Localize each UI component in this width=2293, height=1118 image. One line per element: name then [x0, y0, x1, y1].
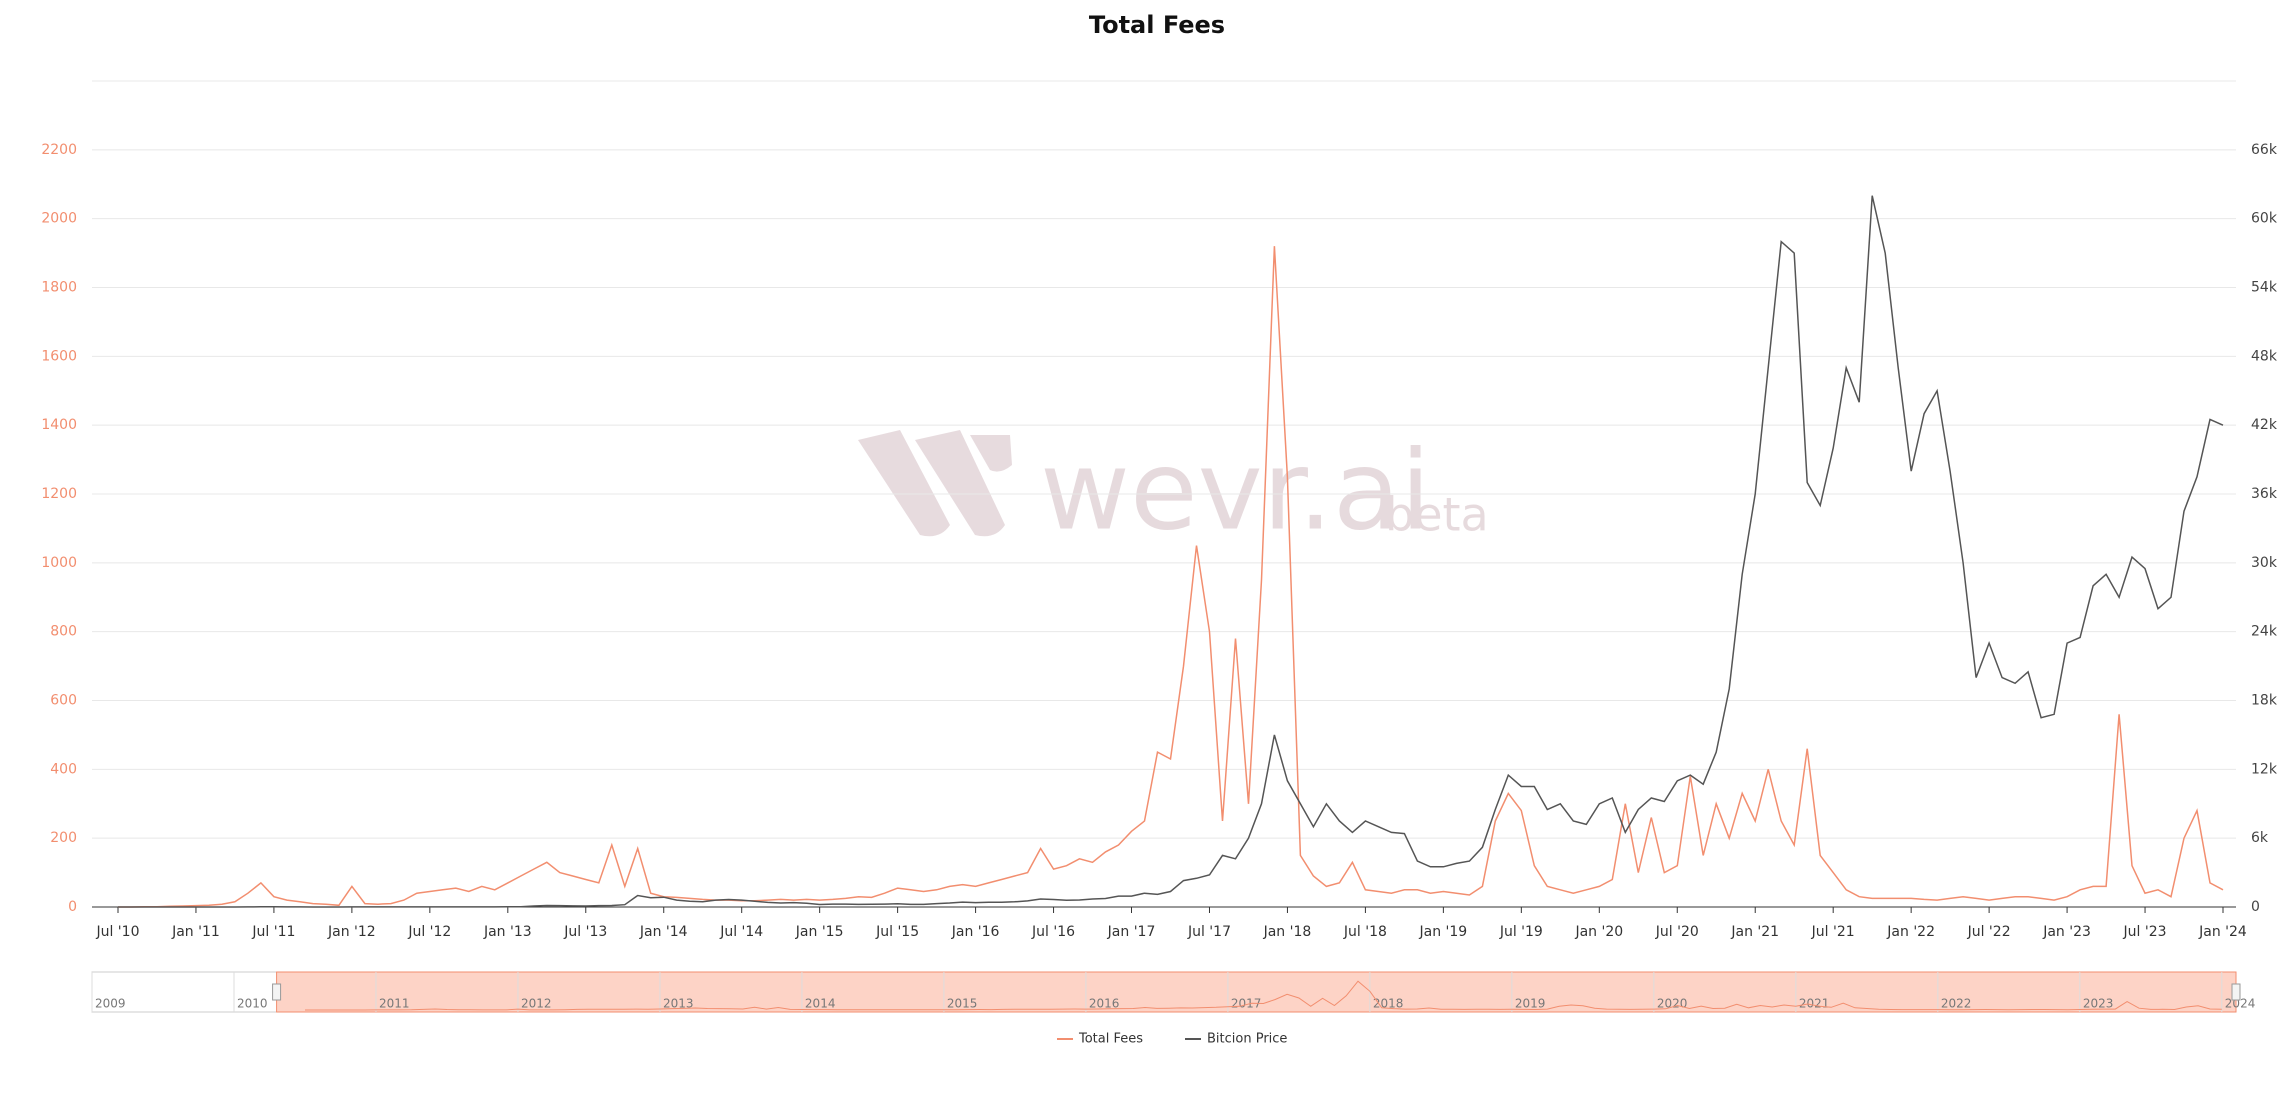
- x-tick-label: Jul '15: [875, 924, 919, 940]
- x-tick-label: Jul '22: [1967, 924, 2011, 940]
- navigator-label: 2019: [1515, 997, 1546, 1011]
- navigator-handle[interactable]: [272, 983, 282, 1001]
- x-tick-label: Jan '23: [2042, 924, 2091, 940]
- x-tick-label: Jan '14: [639, 924, 688, 940]
- x-tick-label: Jan '12: [327, 924, 376, 940]
- x-tick-label: Jul '18: [1343, 924, 1387, 940]
- navigator-label: 2010: [237, 997, 268, 1011]
- x-tick-label: Jan '24: [2198, 924, 2247, 940]
- x-tick-label: Jan '21: [1730, 924, 1779, 940]
- x-tick-label: Jul '14: [719, 924, 763, 940]
- y-tick-label: 1800: [41, 280, 77, 296]
- x-tick-label: Jul '21: [1811, 924, 1855, 940]
- navigator-label: 2013: [663, 997, 694, 1011]
- y-tick-label: 2000: [41, 211, 77, 227]
- chart-title: Total Fees: [1089, 11, 1225, 39]
- x-tick-label: Jan '16: [951, 924, 1000, 940]
- navigator-label: 2023: [2083, 997, 2114, 1011]
- watermark-text: wevr.ai: [1040, 426, 1431, 554]
- navigator-handle[interactable]: [2231, 983, 2241, 1001]
- navigator-label: 2021: [1799, 997, 1830, 1011]
- navigator-label: 2022: [1941, 997, 1972, 1011]
- y-tick-label: 800: [50, 624, 77, 640]
- y-tick-label: 200: [50, 830, 77, 846]
- y2-tick-label: 48k: [2251, 348, 2278, 364]
- y2-tick-label: 30k: [2251, 555, 2278, 571]
- watermark-suffix: beta: [1385, 488, 1489, 542]
- navigator-label: 2016: [1089, 997, 1120, 1011]
- y2-tick-label: 42k: [2251, 417, 2278, 433]
- navigator-label: 2017: [1231, 997, 1262, 1011]
- y-tick-label: 0: [68, 899, 77, 915]
- legend-item[interactable]: Bitcion Price: [1185, 1032, 1287, 1047]
- y2-tick-label: 66k: [2251, 142, 2278, 158]
- navigator-line: [305, 980, 2222, 1011]
- y-tick-label: 1200: [41, 486, 77, 502]
- x-tick-label: Jan '17: [1107, 924, 1156, 940]
- x-tick-label: Jan '18: [1263, 924, 1312, 940]
- navigator-label: 2015: [947, 997, 978, 1011]
- x-tick-label: Jan '15: [795, 924, 844, 940]
- x-tick-label: Jan '19: [1419, 924, 1468, 940]
- legend-label: Total Fees: [1078, 1032, 1143, 1047]
- y2-tick-label: 60k: [2251, 211, 2278, 227]
- y2-tick-label: 36k: [2251, 486, 2278, 502]
- x-tick-label: Jul '20: [1655, 924, 1699, 940]
- y-tick-label: 400: [50, 761, 77, 777]
- x-tick-label: Jul '23: [2123, 924, 2167, 940]
- navigator-label: 2009: [95, 997, 126, 1011]
- x-tick-label: Jul '10: [95, 924, 139, 940]
- x-tick-label: Jul '19: [1499, 924, 1543, 940]
- series-line: [118, 195, 2224, 908]
- x-tick-label: Jul '11: [251, 924, 295, 940]
- y-tick-label: 1000: [41, 555, 77, 571]
- x-tick-label: Jan '11: [171, 924, 220, 940]
- navigator-label: 2012: [521, 997, 552, 1011]
- y2-tick-label: 0: [2251, 899, 2260, 915]
- y2-tick-label: 6k: [2251, 830, 2269, 846]
- x-tick-label: Jan '22: [1886, 924, 1935, 940]
- y2-tick-label: 24k: [2251, 624, 2278, 640]
- watermark-logo: [858, 430, 1012, 537]
- y2-tick-label: 12k: [2251, 761, 2278, 777]
- x-tick-label: Jul '12: [407, 924, 451, 940]
- series-line: [118, 246, 2224, 908]
- y-tick-label: 600: [50, 693, 77, 709]
- x-tick-label: Jan '20: [1574, 924, 1623, 940]
- navigator-label: 2011: [379, 997, 410, 1011]
- x-tick-label: Jul '16: [1031, 924, 1075, 940]
- x-tick-label: Jul '17: [1187, 924, 1231, 940]
- x-tick-label: Jul '13: [563, 924, 607, 940]
- navigator-label: 2020: [1657, 997, 1688, 1011]
- legend-item[interactable]: Total Fees: [1057, 1032, 1143, 1047]
- y2-tick-label: 54k: [2251, 280, 2278, 296]
- y-tick-label: 1400: [41, 417, 77, 433]
- navigator-label: 2014: [805, 997, 836, 1011]
- legend-label: Bitcion Price: [1207, 1032, 1287, 1047]
- y2-tick-label: 18k: [2251, 693, 2278, 709]
- y-tick-label: 1600: [41, 348, 77, 364]
- x-tick-label: Jan '13: [483, 924, 532, 940]
- y-tick-label: 2200: [41, 142, 77, 158]
